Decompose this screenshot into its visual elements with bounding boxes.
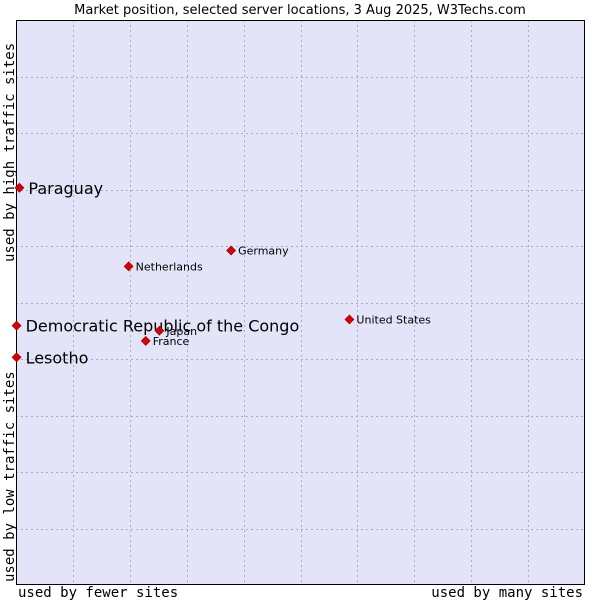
data-point-marker [226, 245, 237, 256]
data-point-label: Japan [165, 325, 197, 338]
plot-border [16, 20, 585, 585]
chart-title: Market position, selected server locatio… [74, 3, 526, 18]
grid-lines [16, 20, 585, 585]
data-point-label: Lesotho [26, 348, 89, 367]
data-point-marker [11, 320, 22, 331]
data-point-label: United States [356, 313, 431, 326]
data-point-label: Paraguay [28, 179, 103, 198]
x-axis-label-left: used by fewer sites [18, 585, 178, 600]
plot-area [16, 20, 585, 585]
data-point-marker [14, 182, 25, 193]
data-point-marker [344, 314, 355, 325]
data-point-label: Democratic Republic of the Congo [26, 317, 300, 336]
y-axis-label-top: used by high traffic sites [2, 43, 18, 262]
data-point-marker [154, 325, 165, 336]
data-point-label: Germany [238, 245, 289, 258]
data-point-label: Netherlands [136, 260, 203, 273]
data-point-label: France [153, 335, 190, 348]
data-points: Paraguay Germany Netherlands Democratic Rep… [11, 179, 431, 367]
data-point-marker [123, 261, 134, 272]
x-axis-label-right: used by many sites [431, 585, 583, 600]
data-point-marker [11, 352, 22, 363]
data-point-marker [140, 335, 151, 346]
y-axis-label-bottom: used by low traffic sites [2, 371, 18, 582]
